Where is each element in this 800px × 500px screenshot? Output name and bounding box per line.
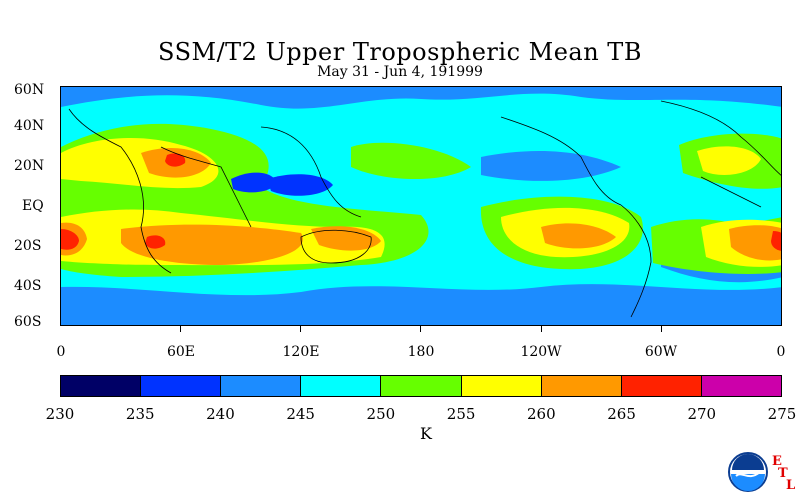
lon-label-180: 180 xyxy=(407,344,435,360)
map-field-svg xyxy=(61,87,781,325)
colorbar-swatch-2 xyxy=(221,376,302,396)
lon-label-60w: 60W xyxy=(644,344,678,360)
noaa-logo: E T L xyxy=(728,452,795,496)
field-red-n xyxy=(165,153,186,167)
field-orange-e xyxy=(541,223,616,249)
lat-label-60s: 60S xyxy=(14,314,42,330)
colorbar-swatch-8 xyxy=(701,376,781,396)
lat-label-60n: 60N xyxy=(14,82,45,98)
colorbar-label-240: 240 xyxy=(206,405,235,423)
field-red-sa xyxy=(145,235,166,249)
colorbar-label-265: 265 xyxy=(607,405,636,423)
lon-label-120e: 120E xyxy=(282,344,320,360)
lat-label-40s: 40S xyxy=(14,278,42,294)
colorbar-swatch-3 xyxy=(301,376,382,396)
colorbar-swatch-1 xyxy=(141,376,222,396)
lat-label-20s: 20S xyxy=(14,238,42,254)
logo-letter-e: E xyxy=(772,454,782,469)
temperature-map xyxy=(60,86,782,326)
noaa-emblem-icon xyxy=(728,452,768,492)
field-yellow-ne xyxy=(697,146,761,175)
tick-180 xyxy=(420,326,421,332)
lon-label-60e: 60E xyxy=(166,344,196,360)
colorbar-swatch-4 xyxy=(381,376,462,396)
field-red-w xyxy=(61,229,79,250)
field-orange-w xyxy=(121,224,303,265)
field-green-n xyxy=(351,142,471,180)
colorbar-swatch-5 xyxy=(461,376,542,396)
lat-label-20n: 20N xyxy=(14,158,45,174)
lon-label-0-left: 0 xyxy=(56,344,66,360)
colorbar-label-230: 230 xyxy=(45,405,75,423)
colorbar-label-255: 255 xyxy=(446,405,476,423)
logo-letter-t: T xyxy=(778,466,788,481)
colorbar-label-245: 245 xyxy=(286,405,315,423)
logo-letter-l: L xyxy=(786,478,796,493)
field-deep-blue-w xyxy=(231,172,277,193)
coastlines xyxy=(68,100,781,318)
colorbar xyxy=(60,375,782,397)
colorbar-units: K xyxy=(420,424,432,443)
colorbar-swatch-0 xyxy=(61,376,142,396)
field-blue-patch-e xyxy=(481,151,621,181)
colorbar-swatch-7 xyxy=(621,376,702,396)
field-orange-c xyxy=(311,226,381,251)
tick-60w xyxy=(661,326,662,332)
colorbar-label-275: 275 xyxy=(767,405,797,423)
lat-label-40n: 40N xyxy=(14,118,45,134)
colorbar-label-260: 260 xyxy=(527,405,556,423)
field-red-e xyxy=(771,231,781,251)
lon-label-0-right: 0 xyxy=(776,344,786,360)
colorbar-label-270: 270 xyxy=(687,405,717,423)
chart-title: SSM/T2 Upper Tropospheric Mean TB xyxy=(158,38,642,66)
tick-120w xyxy=(541,326,542,332)
colorbar-swatch-6 xyxy=(541,376,622,396)
colorbar-label-250: 250 xyxy=(366,405,396,423)
tick-120e xyxy=(300,326,301,332)
chart-subtitle: May 31 - Jun 4, 191999 xyxy=(317,64,483,80)
lat-label-eq: EQ xyxy=(22,198,44,214)
field-deep-blue-e xyxy=(267,174,333,196)
colorbar-label-235: 235 xyxy=(125,405,155,423)
lon-label-120w: 120W xyxy=(520,344,562,360)
tick-60e xyxy=(180,326,181,332)
field-orange-far-e xyxy=(729,225,781,261)
